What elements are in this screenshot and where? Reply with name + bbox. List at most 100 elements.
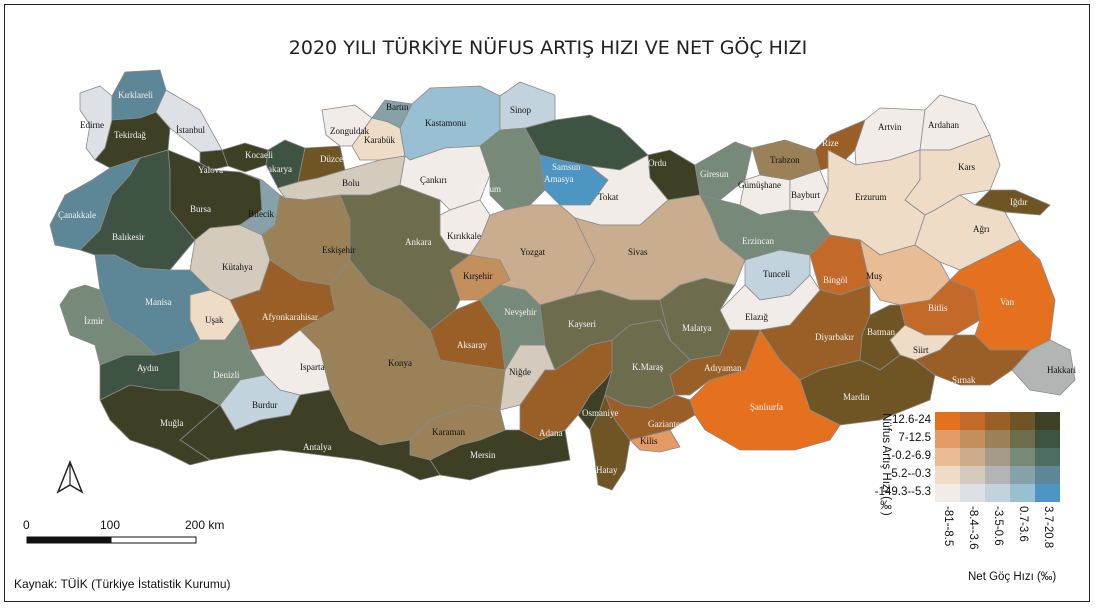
- province-label: Kocaeli: [245, 150, 273, 160]
- province-label: Artvin: [878, 122, 902, 132]
- province-hakkari: [1011, 339, 1076, 396]
- province-label: Uşak: [205, 315, 224, 325]
- legend-cell: [960, 466, 985, 484]
- province-label: Zonguldak: [330, 126, 369, 136]
- province-çorum: [479, 127, 546, 211]
- province-label: Tekirdağ: [114, 130, 146, 140]
- province-label: Ardahan: [928, 120, 959, 130]
- province-label: Mersin: [470, 450, 496, 460]
- province-label: Malatya: [682, 323, 712, 333]
- province-label: Amasya: [544, 174, 574, 184]
- province-label: Manisa: [145, 297, 172, 307]
- legend-cell: [985, 448, 1010, 466]
- province-label: Tokat: [598, 192, 619, 202]
- legend-cell: [935, 430, 960, 448]
- legend-y-tick: 12.6-24: [891, 414, 931, 426]
- province-adıyaman: [669, 329, 761, 396]
- province-label: Batman: [867, 327, 895, 337]
- province-label: Sivas: [628, 247, 648, 257]
- province-label: Trabzon: [770, 155, 800, 165]
- bivariate-legend-grid: [935, 412, 1060, 502]
- province-label: Burdur: [252, 400, 278, 410]
- scale-tick-100: 100: [100, 518, 121, 532]
- legend-cell: [960, 430, 985, 448]
- province-label: Osmaniye: [582, 408, 619, 418]
- legend-y-tick: -0.2-6.9: [891, 450, 931, 462]
- legend-cell: [935, 466, 960, 484]
- province-label: Yozgat: [520, 247, 546, 257]
- legend-cell: [960, 412, 985, 430]
- province-yalova: [199, 149, 229, 171]
- province-label: Tunceli: [763, 269, 791, 279]
- province-label-layer: Edirne Kırklareli Tekirdağ İstanbul Kocaeli Y…: [58, 90, 1076, 475]
- province-label: Muş: [866, 271, 883, 281]
- legend-cell: [960, 484, 985, 502]
- legend-cell: [1035, 466, 1060, 484]
- province-label: Ağrı: [973, 224, 990, 234]
- province-label: Çankırı: [420, 175, 447, 185]
- province-label: Gümüşhane: [738, 180, 781, 190]
- legend-cell: [1010, 466, 1035, 484]
- province-label: Bilecik: [248, 209, 274, 219]
- province-label: Balıkesir: [112, 232, 145, 242]
- legend-y-tick: -149.3--5.3: [874, 486, 931, 498]
- scale-tick-200: 200 km: [185, 518, 225, 532]
- legend-x-tick: -81--8.5: [942, 506, 954, 547]
- legend-cell: [1035, 412, 1060, 430]
- north-arrow-icon: [56, 459, 84, 494]
- province-label: Kırıkkale: [447, 231, 481, 241]
- scale-bar: [26, 536, 197, 544]
- legend-cell: [935, 448, 960, 466]
- province-kilis: [629, 429, 681, 453]
- legend-y-tick: 7-12.5: [898, 432, 931, 444]
- legend-cell: [1010, 484, 1035, 502]
- province-label: Kütahya: [222, 262, 253, 272]
- province-label: Karaman: [432, 427, 465, 437]
- province-label: Kayseri: [568, 319, 596, 329]
- province-label: Kırklareli: [118, 90, 153, 100]
- province-label: Adıyaman: [704, 363, 742, 373]
- province-label: Yalova: [198, 165, 223, 175]
- province-label: Sakarya: [263, 164, 292, 174]
- province-label: Bitlis: [928, 303, 948, 313]
- legend-cell: [985, 412, 1010, 430]
- province-label: Adana: [539, 428, 563, 438]
- legend-cell: [960, 448, 985, 466]
- province-label: Bayburt: [791, 190, 820, 200]
- province-label: Denizli: [213, 370, 240, 380]
- province-label: Siirt: [913, 345, 929, 355]
- legend-cell: [985, 466, 1010, 484]
- province-label: Erzurum: [855, 192, 887, 202]
- province-label: Eskişehir: [322, 245, 356, 255]
- province-label: Aydın: [137, 363, 159, 373]
- legend-cell: [985, 484, 1010, 502]
- province-label: Bartın: [386, 102, 409, 112]
- legend-x-tick: 3.7-20.8: [1042, 506, 1054, 549]
- province-label: Kastamonu: [425, 118, 466, 128]
- province-label: İzmir: [84, 316, 104, 326]
- province-label: Nevşehir: [504, 307, 537, 317]
- province-label: Kars: [958, 162, 975, 172]
- province-label: İstanbul: [176, 125, 205, 135]
- province-antalya: [179, 389, 441, 481]
- legend-cell: [1035, 448, 1060, 466]
- legend-x-axis-title: Net Göç Hızı (‰): [968, 571, 1057, 583]
- province-label: Ordu: [648, 158, 667, 168]
- province-i-stanbul: [155, 89, 223, 153]
- province-label: Giresun: [700, 169, 729, 179]
- province-i-zmir: [59, 284, 156, 366]
- province-label: Hatay: [596, 465, 618, 475]
- province-label: Erzincan: [742, 236, 774, 246]
- legend-cell: [1035, 430, 1060, 448]
- province-label: Iğdır: [1010, 197, 1028, 207]
- province-label: Çanakkale: [58, 210, 96, 220]
- province-kayseri: [539, 289, 671, 371]
- legend-cell: [935, 484, 960, 502]
- source-note: Kaynak: TÜİK (Türkiye İstatistik Kurumu): [14, 577, 231, 591]
- legend-cell: [1010, 448, 1035, 466]
- legend-cell: [1010, 430, 1035, 448]
- province-denizli: [179, 319, 266, 406]
- legend-x-tick: 0.7-3.6: [1017, 506, 1029, 542]
- province-label: Antalya: [303, 442, 332, 452]
